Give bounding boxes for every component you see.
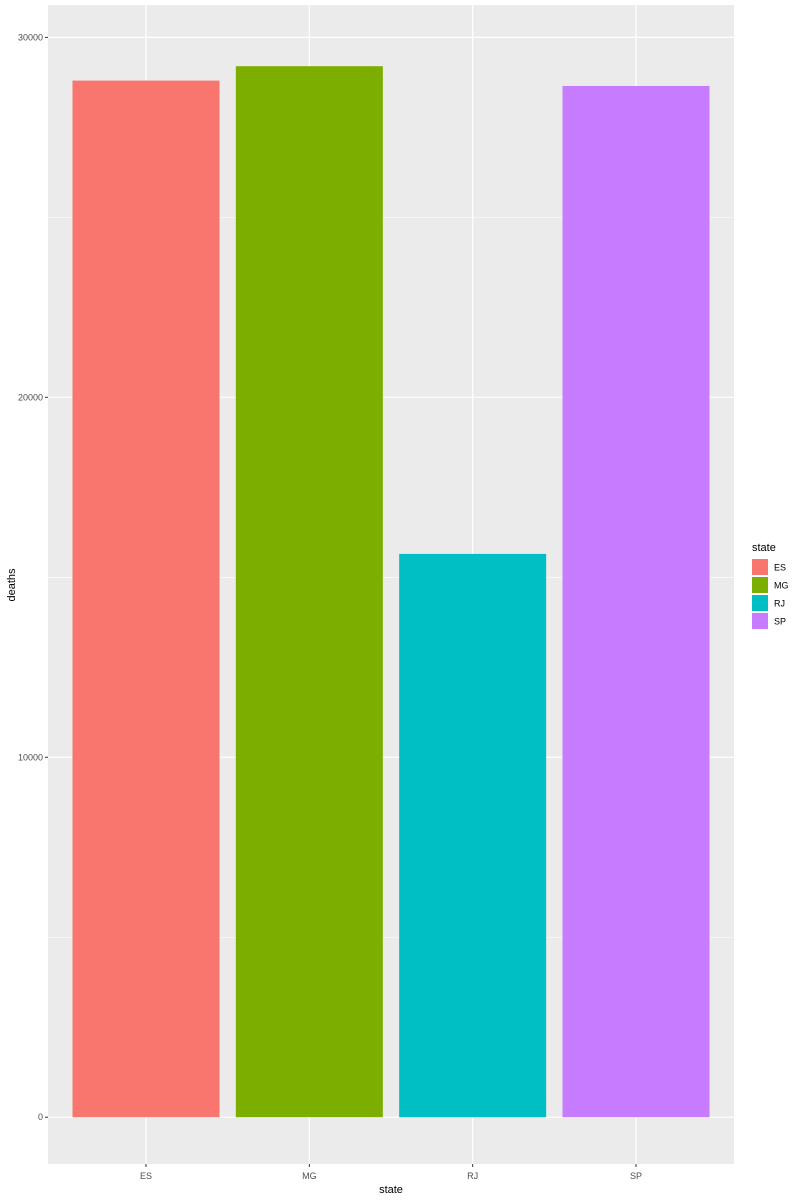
y-axis-title: deaths [6, 568, 18, 602]
x-axis-title: state [379, 1184, 403, 1196]
legend-key-rj [752, 595, 768, 611]
legend-label: MG [774, 581, 789, 591]
y-axis: 0 10000 20000 30000 [18, 32, 48, 1122]
y-tick-label: 30000 [18, 32, 43, 42]
bars [72, 66, 710, 1118]
y-tick-label: 0 [38, 1112, 43, 1122]
legend-key-mg [752, 577, 768, 593]
legend-title: state [752, 542, 776, 554]
x-tick-label: MG [302, 1171, 317, 1181]
bar-rj [399, 553, 547, 1118]
legend-label: RJ [774, 599, 785, 609]
y-tick-label: 20000 [18, 392, 43, 402]
x-tick-label: RJ [467, 1171, 478, 1181]
bar-es [72, 80, 220, 1118]
y-tick-label: 10000 [18, 752, 43, 762]
x-tick-label: ES [140, 1171, 152, 1181]
legend-key-es [752, 559, 768, 575]
legend-label: SP [774, 617, 786, 627]
x-tick-label: SP [630, 1171, 642, 1181]
bar-mg [235, 66, 383, 1118]
x-axis: ES MG RJ SP [140, 1164, 642, 1181]
legend: state ES MG RJ SP [752, 542, 789, 629]
legend-key-sp [752, 613, 768, 629]
legend-label: ES [774, 563, 786, 573]
bar-sp [562, 85, 710, 1118]
